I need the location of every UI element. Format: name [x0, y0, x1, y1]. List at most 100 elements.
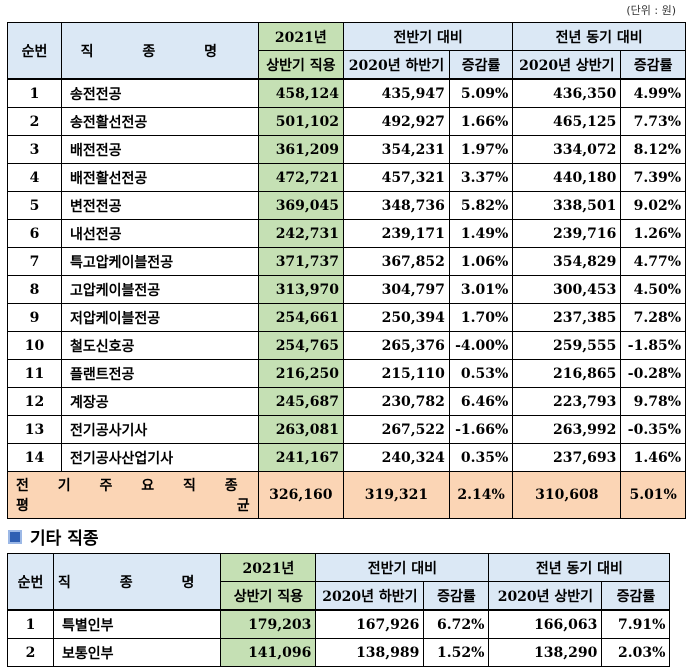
header-current-line1: 2021년: [257, 22, 345, 51]
row-prev-half-wage: 457,321: [343, 163, 450, 192]
row-no: 8: [6, 275, 63, 304]
table-row: 10 철도신호공 254,765 265,376 -4.00% 259,555 -1.85%: [6, 331, 686, 360]
other-header-no: 순번: [7, 553, 54, 611]
row-rate-half: 0.53%: [448, 359, 514, 388]
table-row: 2 송전활선전공 501,102 492,927 1.66% 465,125 7.73%: [6, 107, 686, 136]
other-header-rate-half: 증감률: [423, 581, 490, 611]
other-header-rate-year: 증감률: [601, 581, 671, 611]
row-rate-year: -0.35%: [620, 415, 686, 444]
row-prev-half-wage: 354,231: [343, 135, 450, 164]
row-no: 1: [6, 78, 63, 108]
row-no: 13: [6, 415, 63, 444]
row-prev-half-wage: 215,110: [343, 359, 450, 388]
row-current-wage: 241,167: [257, 443, 345, 472]
row-rate-half: -4.00%: [448, 331, 514, 360]
summary-current-wage: 326,160: [257, 471, 345, 519]
other-wage-table: 순번 직 종 명 2021년 전반기 대비 전년 동기 대비 상반기 직용 20…: [7, 553, 671, 667]
row-prev-half-wage: 167,926: [315, 609, 425, 639]
table-row: 1 특별인부 179,203 167,926 6.72% 166,063 7.91%: [7, 609, 671, 639]
row-rate-half: 1.70%: [448, 303, 514, 332]
row-job-name: 계장공: [61, 387, 259, 416]
row-rate-year: 7.73%: [620, 107, 686, 136]
row-rate-half: 6.72%: [423, 609, 490, 639]
row-no: 7: [6, 247, 63, 276]
header-rate-half: 증감률: [448, 50, 514, 80]
row-job-name: 전기공사산업기사: [61, 443, 259, 472]
table-row: 4 배전활선전공 472,721 457,321 3.37% 440,180 7.39%: [6, 163, 686, 192]
row-prev-half-wage: 250,394: [343, 303, 450, 332]
summary-label-line1: 전 기 주 요 직 종: [16, 478, 250, 494]
row-rate-half: 3.37%: [448, 163, 514, 192]
header-prev-half-col: 2020년 하반기: [343, 50, 450, 80]
row-job-name: 특고압케이블전공: [61, 247, 259, 276]
row-prev-year-wage: 216,865: [512, 359, 622, 388]
header-prev-year-col: 2020년 상반기: [512, 50, 622, 80]
summary-prev-half-wage: 319,321: [343, 471, 450, 519]
row-job-name: 변전전공: [61, 191, 259, 220]
row-prev-year-wage: 237,385: [512, 303, 622, 332]
row-current-wage: 313,970: [257, 275, 345, 304]
other-header-row-2: 상반기 직용 2020년 하반기 증감률 2020년 상반기 증감률: [8, 581, 671, 611]
row-rate-half: 0.35%: [448, 443, 514, 472]
row-no: 2: [6, 107, 63, 136]
row-prev-half-wage: 230,782: [343, 387, 450, 416]
row-prev-year-wage: 354,829: [512, 247, 622, 276]
row-prev-half-wage: 239,171: [343, 219, 450, 248]
row-job-name: 내선전공: [61, 219, 259, 248]
row-current-wage: 242,731: [257, 219, 345, 248]
other-header-prev-half-group: 전반기 대비: [315, 553, 490, 582]
row-rate-year: 2.03%: [601, 638, 671, 667]
row-job-name: 보통인부: [52, 638, 222, 667]
row-prev-year-wage: 223,793: [512, 387, 622, 416]
table-row: 6 내선전공 242,731 239,171 1.49% 239,716 1.26%: [6, 219, 686, 248]
table-row: 5 변전전공 369,045 348,736 5.82% 338,501 9.02%: [6, 191, 686, 220]
summary-row: 전 기 주 요 직 종 평 균 326,160 319,321 2.14% 310,608 5…: [7, 471, 686, 519]
row-no: 14: [6, 443, 63, 472]
table-row: 2 보통인부 141,096 138,989 1.52% 138,290 2.03%: [7, 638, 671, 667]
row-no: 6: [6, 219, 63, 248]
row-rate-half: 5.82%: [448, 191, 514, 220]
row-rate-half: 1.52%: [423, 638, 490, 667]
row-job-name: 고압케이블전공: [61, 275, 259, 304]
header-rate-year: 증감률: [620, 50, 686, 80]
row-rate-year: 4.50%: [620, 275, 686, 304]
other-header-job: 직 종 명: [52, 553, 222, 611]
row-no: 10: [6, 331, 63, 360]
row-prev-half-wage: 435,947: [343, 78, 450, 108]
row-job-name: 전기공사기사: [61, 415, 259, 444]
row-rate-half: 1.49%: [448, 219, 514, 248]
row-no: 11: [6, 359, 63, 388]
row-no: 2: [7, 638, 54, 667]
row-current-wage: 263,081: [257, 415, 345, 444]
table-row: 14 전기공사산업기사 241,167 240,324 0.35% 237,693 1.46…: [6, 443, 686, 472]
square-bullet-icon: [8, 529, 22, 544]
row-rate-half: 1.97%: [448, 135, 514, 164]
row-rate-year: 7.28%: [620, 303, 686, 332]
table-row: 3 배전전공 361,209 354,231 1.97% 334,072 8.12%: [6, 135, 686, 164]
header-job: 직 종 명: [61, 22, 259, 80]
row-current-wage: 254,661: [257, 303, 345, 332]
other-header-prev-year-col: 2020년 상반기: [488, 581, 603, 611]
row-prev-half-wage: 348,736: [343, 191, 450, 220]
row-rate-year: 1.26%: [620, 219, 686, 248]
row-rate-year: 4.99%: [620, 78, 686, 108]
row-job-name: 저압케이블전공: [61, 303, 259, 332]
row-no: 4: [6, 163, 63, 192]
row-prev-half-wage: 492,927: [343, 107, 450, 136]
row-prev-half-wage: 265,376: [343, 331, 450, 360]
row-rate-half: 6.46%: [448, 387, 514, 416]
row-prev-half-wage: 367,852: [343, 247, 450, 276]
row-prev-year-wage: 166,063: [488, 609, 603, 639]
row-current-wage: 458,124: [257, 78, 345, 108]
other-header-current-line1: 2021년: [220, 553, 317, 582]
row-prev-year-wage: 338,501: [512, 191, 622, 220]
row-current-wage: 179,203: [220, 609, 317, 639]
row-rate-year: -0.28%: [620, 359, 686, 388]
row-current-wage: 371,737: [257, 247, 345, 276]
summary-prev-year-wage: 310,608: [512, 471, 622, 519]
row-prev-half-wage: 138,989: [315, 638, 425, 667]
other-header-prev-year-group: 전년 동기 대비: [488, 553, 671, 582]
table-row: 1 송전전공 458,124 435,947 5.09% 436,350 4.99%: [6, 78, 686, 108]
header-row-2: 상반기 직용 2020년 하반기 증감률 2020년 상반기 증감률: [8, 50, 686, 80]
